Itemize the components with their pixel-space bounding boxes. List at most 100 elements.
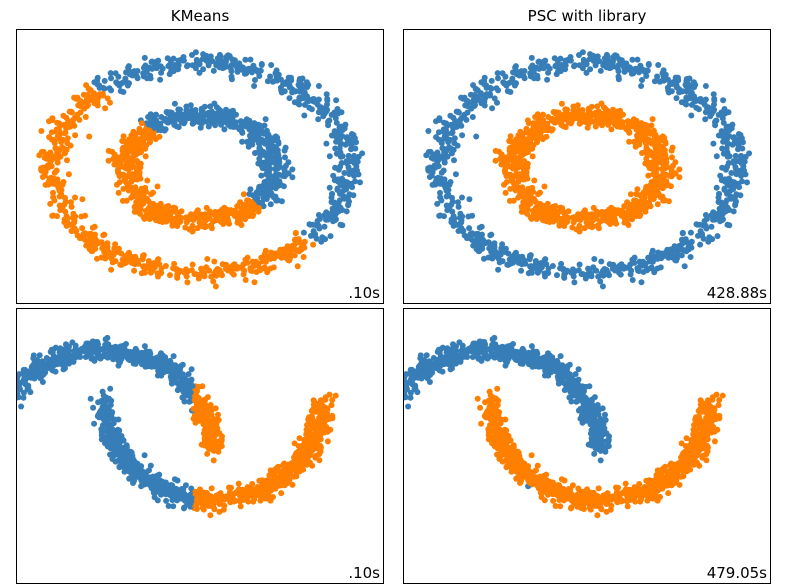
scatter-point: [499, 158, 506, 165]
scatter-point: [594, 103, 601, 110]
scatter-point: [111, 245, 118, 252]
scatter-point: [90, 338, 97, 345]
scatter-point: [642, 260, 649, 267]
scatter-point: [558, 100, 565, 107]
scatter-point: [174, 111, 181, 118]
scatter-point: [529, 153, 536, 160]
scatter-point: [333, 119, 340, 126]
scatter-point: [669, 154, 675, 161]
scatter-point: [291, 440, 298, 447]
scatter-point: [517, 152, 524, 159]
scatter-point: [205, 62, 212, 69]
scatter-point: [240, 191, 247, 198]
scatter-point: [150, 189, 156, 196]
scatter-point: [147, 139, 153, 146]
scatter-point: [501, 181, 507, 188]
scatter-point: [697, 241, 704, 248]
scatter-point: [576, 110, 583, 117]
scatter-point: [0, 404, 2, 410]
scatter-point: [636, 137, 643, 144]
scatter-point: [282, 250, 288, 257]
scatter-point: [156, 126, 163, 133]
scatter-point: [197, 124, 204, 131]
scatter-point: [656, 182, 663, 189]
scatter-point: [224, 217, 231, 224]
scatter-point: [535, 134, 542, 141]
scatter-point: [655, 175, 662, 182]
scatter-point: [717, 218, 724, 225]
scatter-point: [304, 84, 311, 91]
scatter-point: [0, 433, 2, 439]
scatter-point: [189, 222, 196, 229]
scatter-point: [0, 405, 2, 411]
scatter-point: [148, 134, 155, 141]
scatter-point: [192, 211, 199, 218]
scatter-point: [739, 178, 745, 185]
scatter-point: [699, 99, 706, 106]
scatter-point: [104, 95, 111, 102]
scatter-point: [200, 272, 207, 279]
scatter-point: [108, 87, 115, 94]
scatter-point: [527, 70, 534, 77]
scatter-point: [661, 172, 668, 179]
scatter-point: [70, 116, 77, 123]
scatter-point: [92, 236, 99, 243]
scatter-point: [176, 215, 183, 222]
scatter-point: [644, 67, 651, 74]
scatter-point: [0, 403, 5, 409]
scatter-point: [571, 63, 577, 70]
scatter-point: [5, 388, 11, 394]
scatter-point: [446, 144, 453, 151]
scatter-point: [487, 232, 494, 239]
scatter-point: [433, 154, 440, 161]
scatter-point: [676, 166, 683, 173]
scatter-point: [465, 213, 472, 220]
scatter-point: [147, 111, 154, 118]
scatter-point: [10, 391, 16, 397]
scatter-point: [137, 149, 144, 156]
scatter-point: [191, 118, 198, 125]
scatter-point: [0, 434, 5, 440]
scatter-point: [445, 186, 452, 193]
scatter-point: [38, 128, 45, 134]
scatter-point: [174, 273, 181, 280]
scatter-point: [310, 241, 317, 248]
scatter-point: [494, 254, 501, 261]
scatter-point: [638, 279, 645, 286]
scatter-point: [529, 62, 536, 69]
scatter-point: [174, 477, 181, 484]
scatter-point: [245, 143, 252, 150]
scatter-point: [322, 236, 329, 243]
scatter-point: [301, 112, 308, 119]
scatter-point: [715, 111, 722, 118]
scatter-point: [132, 140, 139, 147]
scatter-point: [352, 178, 358, 185]
scatter-point: [185, 371, 192, 378]
scatter-point: [335, 166, 342, 173]
scatter-point: [212, 283, 219, 290]
scatter-point: [229, 118, 236, 125]
scatter-point: [262, 258, 269, 265]
scatter-point: [586, 118, 593, 125]
scatter-point: [345, 182, 352, 189]
scatter-point: [291, 252, 298, 259]
scatter-point: [595, 225, 602, 232]
scatter-point: [228, 68, 235, 75]
scatter-point: [147, 269, 154, 276]
scatter-point: [277, 84, 284, 91]
scatter-point: [638, 83, 645, 89]
scatter-point: [247, 186, 254, 193]
title-psc: PSC with library: [528, 7, 647, 25]
scatter-point: [627, 191, 634, 198]
scatter-point: [639, 150, 645, 156]
scatter-point: [730, 135, 737, 141]
scatter-point: [561, 223, 568, 229]
scatter-point: [542, 57, 549, 64]
scatter-point: [450, 219, 457, 225]
scatter-point: [45, 179, 52, 185]
scatter-point: [268, 249, 275, 256]
scatter-point: [300, 254, 307, 260]
scatter-point: [184, 111, 190, 118]
scatter-point: [672, 81, 679, 88]
scatter-point: [114, 181, 120, 188]
